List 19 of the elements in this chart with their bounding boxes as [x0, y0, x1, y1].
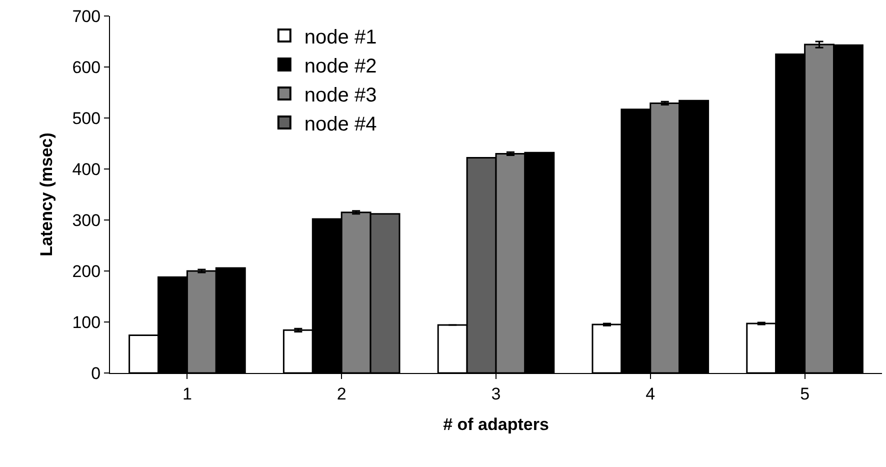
y-tick-label: 400: [72, 160, 101, 179]
y-tick-label: 300: [72, 210, 101, 230]
y-tick-label: 600: [72, 58, 101, 77]
y-tick-label: 200: [72, 262, 101, 281]
legend-label: node #4: [304, 113, 377, 136]
y-tick-label: 500: [72, 108, 101, 128]
x-tick-label: 4: [646, 384, 656, 404]
x-tick-label: 3: [491, 384, 501, 404]
legend-label: node #2: [304, 55, 377, 78]
x-tick-label: 1: [182, 384, 192, 404]
legend-label: node #1: [304, 26, 377, 48]
x-tick-label: 5: [800, 384, 810, 404]
x-tick-label: 2: [336, 384, 346, 404]
x-axis-title: # of adapters: [443, 414, 549, 434]
y-tick-label: 0: [91, 364, 101, 383]
y-tick-label: 100: [72, 312, 101, 332]
y-tick-label: 700: [72, 6, 101, 26]
legend-label: node #3: [304, 84, 377, 106]
y-axis-title: Latency (msec): [36, 132, 56, 256]
